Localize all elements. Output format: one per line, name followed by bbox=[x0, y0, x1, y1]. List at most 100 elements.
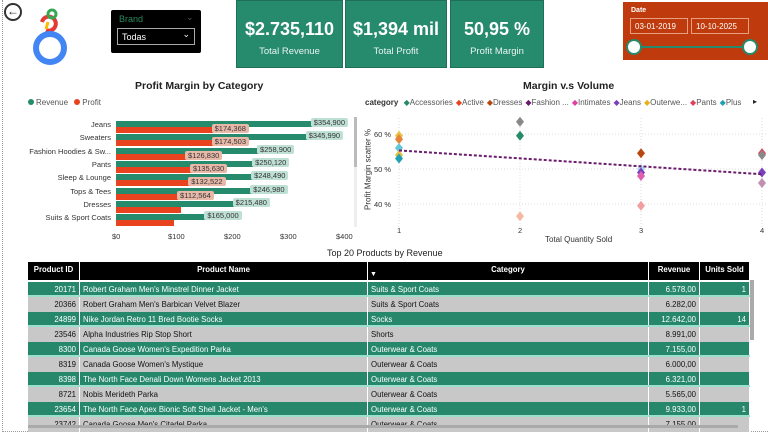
end-date-input[interactable]: 10-10-2025 bbox=[691, 18, 749, 34]
column-header[interactable]: Revenue bbox=[649, 262, 700, 280]
scatter-point[interactable] bbox=[758, 150, 766, 160]
bar-chart-scrollbar[interactable] bbox=[354, 117, 357, 227]
legend-item[interactable]: ◆Intimates bbox=[572, 98, 611, 107]
start-slider-handle[interactable] bbox=[626, 39, 642, 55]
table-cell: 1 bbox=[700, 282, 750, 295]
category-label: Sleep & Lounge bbox=[57, 173, 111, 183]
data-label: $112,564 bbox=[177, 190, 214, 200]
sort-descending-icon[interactable]: ▼ bbox=[370, 271, 377, 278]
profit-bar[interactable] bbox=[116, 220, 174, 227]
table-cell: 8721 bbox=[28, 387, 80, 402]
legend-item[interactable]: ◆Dresses bbox=[487, 98, 523, 107]
scatter-point[interactable] bbox=[395, 134, 403, 145]
brand-slicer[interactable]: Brand ⌄ Todas ⌄ bbox=[111, 10, 201, 53]
back-arrow-icon[interactable]: ← bbox=[4, 3, 22, 21]
table-cell: 23546 bbox=[28, 327, 80, 342]
table-cell: 8300 bbox=[28, 342, 80, 355]
revenue-bar[interactable] bbox=[116, 200, 237, 207]
data-label: $165,000 bbox=[204, 211, 242, 221]
profit-bar[interactable] bbox=[116, 127, 214, 133]
table-cell bbox=[700, 357, 750, 372]
kpi-total-revenue: $2.735,110 Total Revenue bbox=[236, 0, 343, 68]
table-cell: The North Face Denali Down Womens Jacket… bbox=[80, 372, 368, 385]
profit-bar[interactable] bbox=[116, 140, 214, 147]
scatter-point[interactable] bbox=[758, 178, 766, 188]
column-header[interactable]: Product Name bbox=[80, 262, 368, 280]
table-vertical-scrollbar[interactable] bbox=[750, 280, 754, 340]
legend-revenue[interactable]: Revenue bbox=[36, 98, 69, 107]
profit-bar[interactable] bbox=[116, 166, 192, 173]
table-cell: Robert Graham Men's Minstrel Dinner Jack… bbox=[80, 282, 368, 295]
diamond-icon: ◆ bbox=[613, 98, 620, 107]
profit-bar[interactable] bbox=[116, 180, 191, 187]
table-row[interactable]: 23546 Alpha Industries Rip Stop Short Shor… bbox=[28, 327, 750, 342]
table-cell: Canada Goose Men's Citadel Parka bbox=[80, 417, 368, 432]
table-title: Top 20 Products by Revenue bbox=[327, 248, 443, 258]
table-row[interactable]: 8398 The North Face Denali Down Womens Ja… bbox=[28, 372, 750, 387]
table-cell: Suits & Sport Coats bbox=[368, 297, 649, 312]
table-cell: 24899 bbox=[28, 312, 80, 325]
category-label: Dresses bbox=[83, 199, 111, 209]
legend-next-icon[interactable]: ▸ bbox=[753, 97, 758, 106]
scatter-point[interactable] bbox=[516, 116, 524, 127]
end-slider-handle[interactable] bbox=[742, 39, 758, 55]
table-row[interactable]: 20366 Robert Graham Men's Barbican Velvet… bbox=[28, 297, 750, 312]
bar-legend: Revenue Profit bbox=[28, 98, 101, 107]
legend-profit[interactable]: Profit bbox=[82, 98, 101, 107]
table-cell: 6.000,00 bbox=[649, 357, 700, 372]
scatter-point[interactable] bbox=[637, 200, 645, 211]
table-horizontal-scrollbar[interactable] bbox=[28, 425, 738, 428]
data-label: $174,503 bbox=[211, 137, 250, 147]
column-header[interactable]: Category bbox=[368, 262, 649, 280]
table-row[interactable]: 20171 Robert Graham Men's Minstrel Dinner… bbox=[28, 282, 750, 297]
scatter-title: Margin v.s Volume bbox=[523, 80, 615, 92]
x-tick-label: $300 bbox=[280, 232, 297, 241]
table-cell bbox=[700, 372, 750, 385]
brand-value: Todas bbox=[122, 32, 147, 42]
table-row[interactable]: 24899 Nike Jordan Retro 11 Bred Bootie So… bbox=[28, 312, 750, 327]
legend-item[interactable]: ◆Outerwe... bbox=[644, 98, 687, 107]
revenue-bar[interactable] bbox=[116, 214, 209, 221]
brand-dropdown[interactable]: Todas ⌄ bbox=[117, 28, 195, 45]
legend-item[interactable]: ◆Active bbox=[456, 98, 484, 107]
table-row[interactable]: 8721 Nobis Merideth Parka Outerwear & Coat… bbox=[28, 387, 750, 402]
column-header[interactable]: Product ID bbox=[28, 262, 80, 280]
data-label: $248,490 bbox=[251, 171, 289, 181]
start-date-input[interactable]: 03-01-2019 bbox=[630, 18, 688, 34]
legend-item[interactable]: ◆Pants bbox=[690, 98, 717, 107]
scatter-point[interactable] bbox=[516, 211, 524, 222]
scatter-point[interactable] bbox=[637, 171, 645, 181]
chevron-down-icon[interactable]: ⌄ bbox=[186, 12, 194, 22]
scatter-point[interactable] bbox=[395, 153, 403, 164]
end-date: 10-10-2025 bbox=[696, 22, 737, 31]
legend-item[interactable]: ◆Fashion ... bbox=[525, 98, 569, 107]
kpi-total-profit: $1,394 mil Total Profit bbox=[345, 0, 447, 68]
x-tick-label: $0 bbox=[112, 232, 121, 241]
table-row[interactable]: 8319 Canada Goose Women's Mystique Outerwe… bbox=[28, 357, 750, 372]
revenue-bar[interactable] bbox=[116, 160, 257, 167]
scatter-point[interactable] bbox=[637, 148, 645, 159]
table-row[interactable]: 8300 Canada Goose Women's Expedition Park… bbox=[28, 342, 750, 357]
kpi-profit-margin: 50,95 % Profit Margin bbox=[450, 0, 544, 68]
table-cell: Robert Graham Men's Barbican Velvet Blaz… bbox=[80, 297, 368, 312]
profit-bar[interactable] bbox=[116, 193, 180, 200]
data-label: $174,368 bbox=[211, 124, 249, 133]
revenue-bar[interactable] bbox=[116, 174, 256, 181]
profit-bar[interactable] bbox=[116, 153, 188, 160]
table-cell bbox=[700, 297, 750, 312]
x-tick-label: $400 bbox=[336, 232, 353, 241]
y-tick-label: 60 % bbox=[374, 130, 391, 139]
legend-item[interactable]: ◆Plus bbox=[720, 98, 742, 107]
table-cell: 8398 bbox=[28, 372, 80, 385]
table-row[interactable]: 23654 The North Face Apex Bionic Soft She… bbox=[28, 402, 750, 417]
table-row[interactable]: 23742Canada Goose Men's Citadel ParkaOut… bbox=[28, 417, 750, 432]
profit-bar[interactable] bbox=[116, 206, 181, 213]
table-cell: 20171 bbox=[28, 282, 80, 295]
column-header[interactable]: Units Sold bbox=[700, 262, 750, 280]
scatter-point[interactable] bbox=[516, 130, 524, 141]
table-cell bbox=[700, 327, 750, 342]
legend-item[interactable]: ◆Accessories bbox=[404, 98, 453, 107]
date-slicer: Date 03-01-2019 10-10-2025 bbox=[623, 2, 768, 60]
legend-item[interactable]: ◆Jeans bbox=[613, 98, 641, 107]
kpi-value: $2.735,110 bbox=[244, 19, 335, 39]
